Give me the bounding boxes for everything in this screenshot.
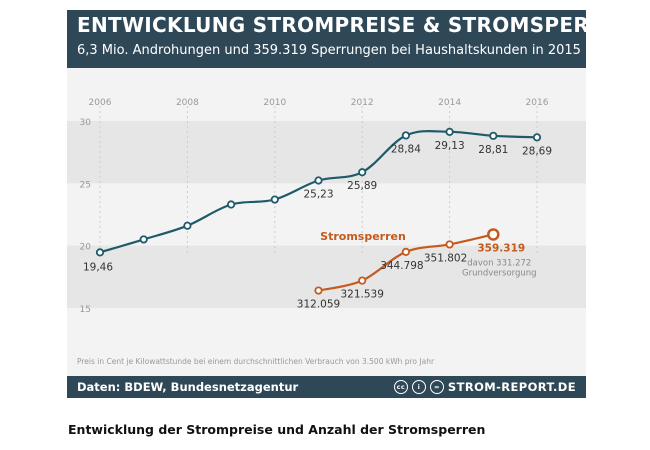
price-data-label: 28,69	[522, 145, 552, 157]
figure-caption: Entwicklung der Strompreise und Anzahl d…	[68, 422, 486, 437]
price-data-point	[314, 176, 323, 185]
chart-subtitle: 6,3 Mio. Androhungen und 359.319 Sperrun…	[77, 43, 581, 58]
y-tick-label: 30	[80, 118, 92, 128]
sperren-data-point	[358, 276, 367, 285]
price-data-point	[401, 131, 410, 140]
price-data-label: 19,46	[83, 261, 113, 273]
sperren-data-point	[487, 228, 500, 241]
price-data-point	[358, 168, 367, 177]
sperren-data-label: 321.539	[340, 289, 383, 301]
infographic-header: ENTWICKLUNG STROMPREISE & STROMSPERREN 6…	[67, 10, 635, 68]
no-derivatives-icon: =	[429, 380, 444, 394]
price-data-label: 25,89	[347, 180, 377, 192]
creative-commons-icon: cc	[393, 380, 408, 394]
brand-name: STROM-REPORT.DE	[447, 380, 576, 394]
annotation-text: Grundversorgung	[462, 268, 537, 278]
x-tick-label: 2012	[351, 98, 374, 108]
price-data-point	[532, 133, 542, 142]
price-data-point	[445, 127, 454, 136]
price-data-point	[95, 248, 105, 257]
infographic-card: ENTWICKLUNG STROMPREISE & STROMSPERREN 6…	[67, 10, 635, 398]
grid-band	[67, 245, 586, 308]
annotation-text: davon 331.272	[467, 258, 531, 268]
x-tick-label: 2006	[89, 98, 112, 108]
y-tick-label: 25	[80, 180, 91, 190]
sperren-data-point	[445, 240, 454, 249]
price-data-point	[183, 221, 192, 230]
price-data-label: 29,13	[435, 140, 465, 152]
x-tick-label: 2014	[438, 98, 461, 108]
sperren-data-label: 351.802	[424, 252, 467, 264]
price-data-point	[139, 235, 148, 244]
brand: cc i = STROM-REPORT.DE	[393, 380, 576, 394]
price-data-label: 28,84	[391, 143, 421, 155]
grid-band	[67, 121, 586, 184]
sperren-data-point	[401, 247, 410, 256]
x-tick-label: 2010	[263, 98, 286, 108]
attribution-icon: i	[411, 380, 426, 394]
y-tick-label: 15	[80, 305, 91, 315]
infographic-footer: Daten: BDEW, Bundesnetzagentur cc i = ST…	[67, 376, 586, 398]
chart-title: ENTWICKLUNG STROMPREISE & STROMSPERREN	[77, 13, 636, 37]
price-data-point	[227, 200, 236, 209]
x-tick-label: 2016	[526, 98, 549, 108]
price-data-point	[489, 131, 498, 140]
chart-area: 2006 2008 2010 2012 2014 2016 30 25 20 15 19,46 2…	[67, 98, 586, 366]
price-data-point	[270, 195, 279, 204]
footnote: Preis in Cent je Kilowattstunde bei eine…	[77, 357, 435, 366]
price-data-label: 28,81	[478, 144, 508, 156]
data-source: Daten: BDEW, Bundesnetzagentur	[77, 380, 299, 394]
sperren-data-label: 344.798	[380, 260, 423, 272]
sperren-data-label: 359.319	[477, 242, 525, 254]
sperren-data-point	[314, 286, 323, 295]
x-tick-label: 2008	[176, 98, 199, 108]
price-data-label: 25,23	[303, 188, 333, 200]
sperren-data-label: 312.059	[297, 299, 340, 311]
sperren-series-label: Stromsperren	[320, 230, 406, 243]
y-tick-label: 20	[80, 243, 92, 253]
